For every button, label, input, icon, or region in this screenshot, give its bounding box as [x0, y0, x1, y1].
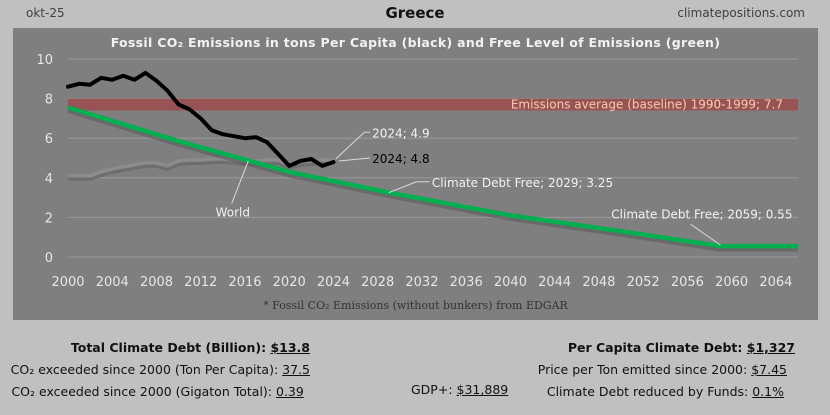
x-tick-label: 2056	[671, 275, 704, 290]
x-tick-label: 2020	[273, 275, 306, 290]
x-tick-label: 2028	[361, 275, 394, 290]
annotation-world-2024: 2024; 4.9	[372, 126, 429, 140]
x-tick-label: 2036	[450, 275, 483, 290]
per-capita-debt-label: Per Capita Climate Debt:	[567, 340, 743, 355]
funds-label: Climate Debt reduced by Funds:	[546, 384, 749, 399]
x-tick-label: 2064	[759, 275, 792, 290]
y-tick-label: 10	[36, 53, 53, 68]
x-tick-label: 2044	[538, 275, 571, 290]
free2029-leader	[388, 181, 430, 194]
annotation-world: World	[216, 206, 250, 220]
total-debt-label: Total Climate Debt (Billion):	[70, 340, 267, 355]
gigaton-exceeded-value: 0.39	[276, 384, 304, 399]
baseline-label: Emissions average (baseline) 1990-1999; …	[511, 98, 783, 112]
per-capita-debt-value: $1,327	[746, 340, 795, 355]
y-tick-label: 8	[45, 93, 53, 108]
gdp-label: GDP+:	[411, 382, 453, 397]
x-tick-label: 2012	[184, 275, 217, 290]
world2024-leader	[335, 131, 370, 160]
per-capita-debt-row: Per Capita Climate Debt: $1,327	[538, 338, 795, 360]
x-tick-label: 2032	[405, 275, 438, 290]
x-tick-label: 2016	[228, 275, 261, 290]
per-capita-exceeded-value: 37.5	[282, 362, 310, 377]
y-tick-label: 0	[45, 251, 53, 266]
x-tick-label: 2048	[582, 275, 615, 290]
per-capita-exceeded-label: CO₂ exceeded since 2000 (Ton Per Capita)…	[10, 362, 279, 377]
baseline-band	[68, 98, 798, 111]
x-tick-label: 2024	[317, 275, 350, 290]
chart-footnote: * Fossil CO₂ Emissions (without bunkers)…	[263, 299, 568, 312]
per-capita-exceeded-row: CO₂ exceeded since 2000 (Ton Per Capita)…	[11, 360, 310, 382]
gdp-row: GDP+: $31,889	[411, 382, 508, 397]
annotation-greece-2024: 2024; 4.8	[372, 152, 429, 166]
x-tick-label: 2052	[627, 275, 660, 290]
annotation-free-2029: Climate Debt Free; 2029; 3.25	[432, 176, 613, 190]
date-label: okt-25	[26, 6, 65, 20]
funds-value: 0.1%	[752, 384, 784, 399]
greece2024-leader	[338, 157, 371, 162]
greece-line	[66, 70, 336, 168]
total-debt-value: $13.8	[270, 340, 310, 355]
site-label: climatepositions.com	[677, 6, 805, 20]
x-tick-label: 2040	[494, 275, 527, 290]
chart-panel: 0 2 4 6 8 10 2000 2004 2008 2012 2016 2020 2024 2028 2…	[13, 28, 818, 320]
x-tick-label: 2004	[96, 275, 129, 290]
y-tick-label: 2	[45, 211, 53, 226]
x-tick-label: 2008	[140, 275, 173, 290]
funds-row: Climate Debt reduced by Funds: 0.1%	[538, 382, 795, 404]
total-debt-row: Total Climate Debt (Billion): $13.8	[11, 338, 310, 360]
x-tick-label: 2000	[51, 275, 84, 290]
annotation-free-2059: Climate Debt Free; 2059; 0.55	[611, 207, 792, 221]
y-tick-label: 4	[45, 172, 53, 187]
free-level-line	[67, 105, 798, 249]
x-tick-label: 2060	[715, 275, 748, 290]
world-leader	[231, 160, 249, 204]
gigaton-exceeded-row: CO₂ exceeded since 2000 (Gigaton Total):…	[11, 382, 310, 404]
free-line-shadow	[67, 108, 798, 252]
country-title: Greece	[385, 4, 445, 22]
free2059-leader	[690, 223, 721, 246]
price-per-ton-value: $7.45	[751, 362, 787, 377]
gigaton-exceeded-label: CO₂ exceeded since 2000 (Gigaton Total):	[11, 384, 273, 399]
line-chart: 0 2 4 6 8 10 2000 2004 2008 2012 2016 2020 2024 2028 2…	[36, 53, 798, 290]
chart-title: Fossil CO₂ Emissions in tons Per Capita …	[110, 35, 721, 50]
y-tick-label: 6	[45, 132, 53, 147]
left-stats: Total Climate Debt (Billion): $13.8 CO₂ …	[11, 338, 310, 404]
gdp-value: $31,889	[456, 382, 509, 397]
price-per-ton-row: Price per Ton emitted since 2000: $7.45	[538, 360, 795, 382]
price-per-ton-label: Price per Ton emitted since 2000:	[537, 362, 748, 377]
right-stats: Per Capita Climate Debt: $1,327 Price pe…	[538, 338, 795, 404]
